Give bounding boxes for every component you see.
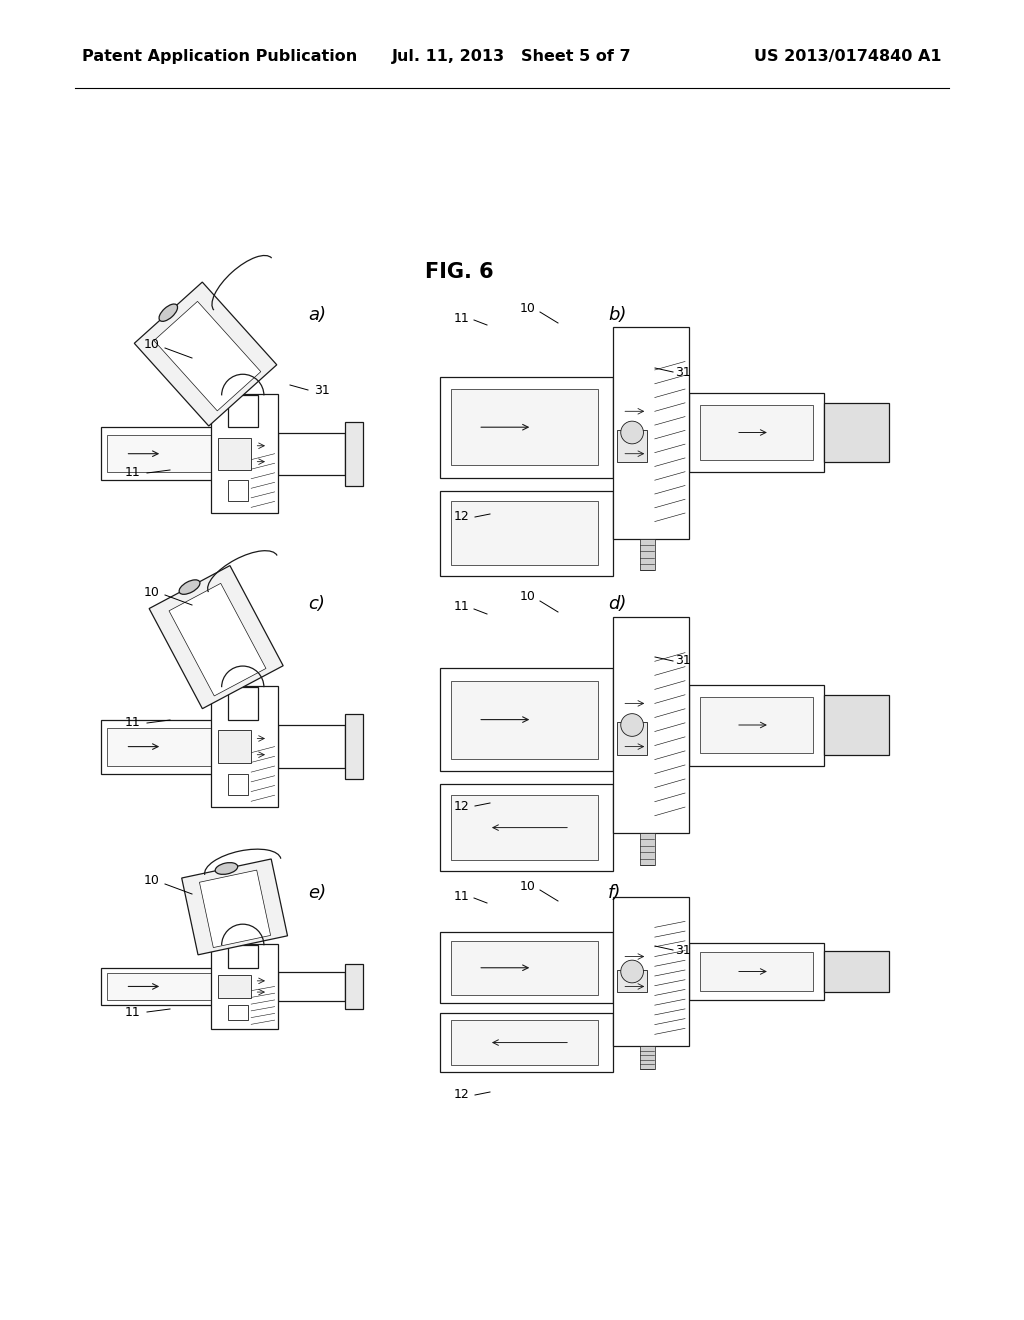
- Text: 31: 31: [675, 944, 691, 957]
- Text: 10: 10: [520, 301, 536, 314]
- Bar: [218, 438, 251, 470]
- Bar: [699, 405, 813, 461]
- Bar: [101, 968, 217, 1005]
- Bar: [218, 730, 251, 763]
- Text: 12: 12: [454, 800, 470, 813]
- Bar: [823, 696, 889, 755]
- Text: c): c): [308, 595, 325, 612]
- Bar: [613, 326, 689, 539]
- Bar: [278, 433, 345, 475]
- Bar: [823, 950, 889, 993]
- Bar: [440, 376, 613, 478]
- Bar: [440, 491, 613, 576]
- Text: US 2013/0174840 A1: US 2013/0174840 A1: [755, 49, 942, 65]
- Bar: [640, 539, 654, 570]
- Bar: [699, 697, 813, 754]
- Bar: [200, 870, 270, 948]
- Bar: [440, 668, 613, 771]
- Bar: [640, 833, 654, 866]
- Bar: [452, 941, 598, 995]
- Bar: [440, 784, 613, 871]
- Text: 10: 10: [520, 879, 536, 892]
- Bar: [278, 725, 345, 768]
- Bar: [169, 583, 266, 696]
- Bar: [699, 952, 813, 991]
- Bar: [227, 396, 258, 428]
- Bar: [689, 393, 823, 473]
- Circle shape: [621, 714, 643, 737]
- Bar: [613, 616, 689, 833]
- Bar: [613, 896, 689, 1047]
- Text: e): e): [308, 884, 326, 902]
- Text: 11: 11: [454, 601, 470, 614]
- Bar: [227, 774, 248, 795]
- Text: 11: 11: [125, 466, 141, 479]
- Bar: [218, 975, 251, 998]
- Bar: [689, 944, 823, 999]
- Bar: [227, 480, 248, 502]
- Text: Jul. 11, 2013   Sheet 5 of 7: Jul. 11, 2013 Sheet 5 of 7: [392, 49, 632, 65]
- Bar: [101, 428, 217, 480]
- Bar: [345, 964, 364, 1008]
- Text: Patent Application Publication: Patent Application Publication: [82, 49, 357, 65]
- Bar: [345, 714, 364, 779]
- Bar: [452, 1020, 598, 1065]
- Bar: [227, 688, 258, 719]
- Bar: [150, 565, 284, 709]
- Text: 11: 11: [125, 717, 141, 730]
- Bar: [440, 1012, 613, 1072]
- Bar: [452, 795, 598, 861]
- Bar: [452, 681, 598, 759]
- Text: 11: 11: [454, 312, 470, 325]
- Bar: [134, 282, 276, 426]
- Text: 31: 31: [314, 384, 330, 396]
- Text: 12: 12: [454, 1089, 470, 1101]
- Bar: [211, 686, 278, 808]
- Circle shape: [621, 960, 643, 983]
- Bar: [101, 719, 217, 774]
- Bar: [689, 685, 823, 766]
- Bar: [345, 422, 364, 486]
- Text: 12: 12: [454, 511, 470, 524]
- Text: 10: 10: [144, 586, 160, 598]
- Bar: [440, 932, 613, 1003]
- Bar: [823, 404, 889, 462]
- Circle shape: [621, 421, 643, 444]
- Text: b): b): [608, 306, 627, 323]
- Text: f): f): [608, 884, 622, 902]
- Text: 10: 10: [144, 338, 160, 351]
- Text: d): d): [608, 595, 627, 612]
- Bar: [108, 973, 211, 999]
- Text: FIG. 6: FIG. 6: [425, 261, 494, 282]
- Text: 10: 10: [520, 590, 536, 603]
- Bar: [227, 1005, 248, 1020]
- Bar: [211, 395, 278, 513]
- Bar: [617, 722, 647, 755]
- Ellipse shape: [179, 579, 200, 594]
- Bar: [452, 389, 598, 466]
- Bar: [154, 301, 261, 411]
- Bar: [211, 944, 278, 1028]
- Bar: [108, 436, 211, 473]
- Bar: [617, 430, 647, 462]
- Bar: [617, 970, 647, 993]
- Text: 31: 31: [675, 655, 691, 668]
- Text: 11: 11: [125, 1006, 141, 1019]
- Text: 11: 11: [454, 890, 470, 903]
- Bar: [108, 727, 211, 766]
- Bar: [227, 945, 258, 968]
- Text: 31: 31: [675, 366, 691, 379]
- Bar: [278, 972, 345, 1002]
- Ellipse shape: [215, 863, 238, 874]
- Bar: [181, 859, 288, 954]
- Ellipse shape: [159, 304, 177, 321]
- Text: 10: 10: [144, 874, 160, 887]
- Bar: [640, 1047, 654, 1069]
- Bar: [452, 502, 598, 565]
- Text: a): a): [308, 306, 326, 323]
